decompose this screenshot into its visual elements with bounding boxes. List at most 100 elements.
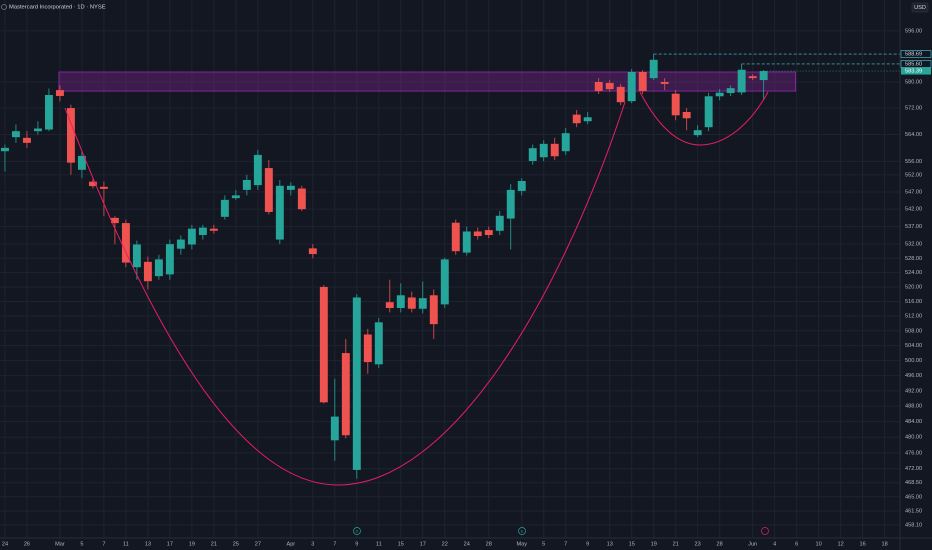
x-tick-label: 11	[123, 541, 129, 547]
candle-body	[583, 117, 592, 122]
x-tick-label: 5	[542, 541, 545, 547]
x-tick-label: 21	[211, 541, 217, 547]
x-tick-label: 19	[189, 541, 195, 547]
currency-box[interactable]	[911, 2, 929, 13]
x-tick-label: 15	[629, 541, 635, 547]
y-tick-label: 572.00	[905, 106, 922, 112]
x-tick-label: 9	[355, 541, 358, 547]
x-tick-label: 12	[838, 541, 844, 547]
y-tick-label: 580.00	[905, 79, 922, 85]
candle-body	[506, 189, 515, 219]
level-tag	[900, 50, 932, 58]
candle-body	[726, 88, 735, 94]
x-tick-label: 17	[167, 541, 173, 547]
candle-body	[693, 130, 702, 136]
candle-body	[132, 244, 141, 268]
y-tick-label: 504.00	[905, 343, 922, 349]
candle-body	[682, 112, 691, 119]
candle-body	[484, 230, 493, 235]
x-tick-label: 13	[145, 541, 151, 547]
candle-body	[242, 179, 251, 190]
x-tick-label: 24	[2, 541, 8, 547]
candle-body	[517, 180, 526, 191]
x-tick-label: 16	[859, 541, 865, 547]
y-tick-label: 516.00	[905, 299, 922, 305]
y-tick-label: 484.00	[905, 419, 922, 425]
candle-body	[352, 297, 361, 470]
level-label: 588.69	[905, 52, 922, 58]
x-tick-label: 19	[651, 541, 657, 547]
x-tick-label: 21	[673, 541, 679, 547]
y-tick-label: 596.00	[905, 28, 922, 34]
candle-body	[99, 186, 108, 189]
candle-body	[143, 261, 152, 282]
last-price-label: 583.39	[905, 69, 922, 75]
resistance-zone	[58, 71, 797, 92]
x-tick-label: 15	[398, 541, 404, 547]
candle-body	[33, 128, 42, 132]
x-tick-label: 10	[816, 541, 822, 547]
candle-body	[429, 295, 438, 325]
y-tick-label: 480.00	[905, 435, 922, 441]
level-tag	[900, 60, 932, 68]
candle-body	[363, 334, 372, 363]
candle-body	[209, 228, 218, 231]
candle-body	[231, 195, 240, 199]
currency: USD	[914, 5, 926, 11]
candle-body	[264, 168, 273, 212]
y-tick-label: 542.00	[905, 207, 922, 213]
candle-body	[165, 244, 174, 275]
candle-body	[319, 286, 328, 403]
candle-body	[715, 92, 724, 97]
candle-body	[297, 188, 306, 210]
candle-body	[473, 231, 482, 237]
chart-title: Mastercard Incorporated · 1D · NYSE	[9, 5, 106, 11]
y-tick-label: 520.00	[905, 284, 922, 290]
candle-body	[561, 133, 570, 152]
x-tick-label: 18	[881, 541, 887, 547]
y-tick-label: 465.00	[905, 494, 922, 500]
candle-body	[22, 137, 31, 143]
candle-body	[77, 155, 86, 170]
axes: 596.00 580.00 572.00 564.00 556.00 552.00 547.…	[2, 28, 932, 547]
symbol-icon[interactable]	[1, 4, 7, 10]
last-price-tag	[901, 67, 931, 75]
y-tick-label: 500.00	[905, 358, 922, 364]
x-tick-label: 27	[255, 541, 261, 547]
candle-body	[396, 295, 405, 309]
y-tick-label: 468.50	[905, 480, 922, 486]
earnings-label: E	[521, 528, 524, 533]
y-tick-label: 476.00	[905, 450, 922, 456]
zone-layer	[58, 71, 797, 92]
y-tick-label: 458.10	[905, 522, 922, 528]
x-tick-label: 28	[717, 541, 723, 547]
candle-body	[286, 185, 295, 190]
candle-body	[110, 217, 119, 224]
x-tick-label: 22	[442, 541, 448, 547]
y-tick-label: 512.00	[905, 314, 922, 320]
candle-body	[176, 239, 185, 249]
earnings-marker[interactable]	[518, 527, 526, 535]
candle-body	[759, 71, 768, 81]
candle-body	[495, 215, 504, 231]
x-tick-label: Apr	[286, 541, 295, 547]
x-tick-label: 24	[464, 541, 470, 547]
x-tick-label: 28	[486, 541, 492, 547]
dividend-marker[interactable]	[353, 527, 361, 535]
candle-body	[55, 90, 64, 96]
handle-curve	[639, 91, 769, 146]
x-tick-label: 7	[102, 541, 105, 547]
candle-body	[572, 114, 581, 124]
x-tick-label: 9	[586, 541, 589, 547]
candle-body	[308, 248, 317, 255]
candle-body	[121, 223, 130, 263]
x-tick-label: 23	[695, 541, 701, 547]
dividend-label: D	[356, 528, 359, 533]
event-marker[interactable]	[761, 527, 769, 535]
candle-body	[330, 416, 339, 441]
y-tick-label: 461.50	[905, 508, 922, 514]
candle-body	[704, 96, 713, 128]
y-tick-label: 532.00	[905, 242, 922, 248]
candle-body	[385, 302, 394, 309]
